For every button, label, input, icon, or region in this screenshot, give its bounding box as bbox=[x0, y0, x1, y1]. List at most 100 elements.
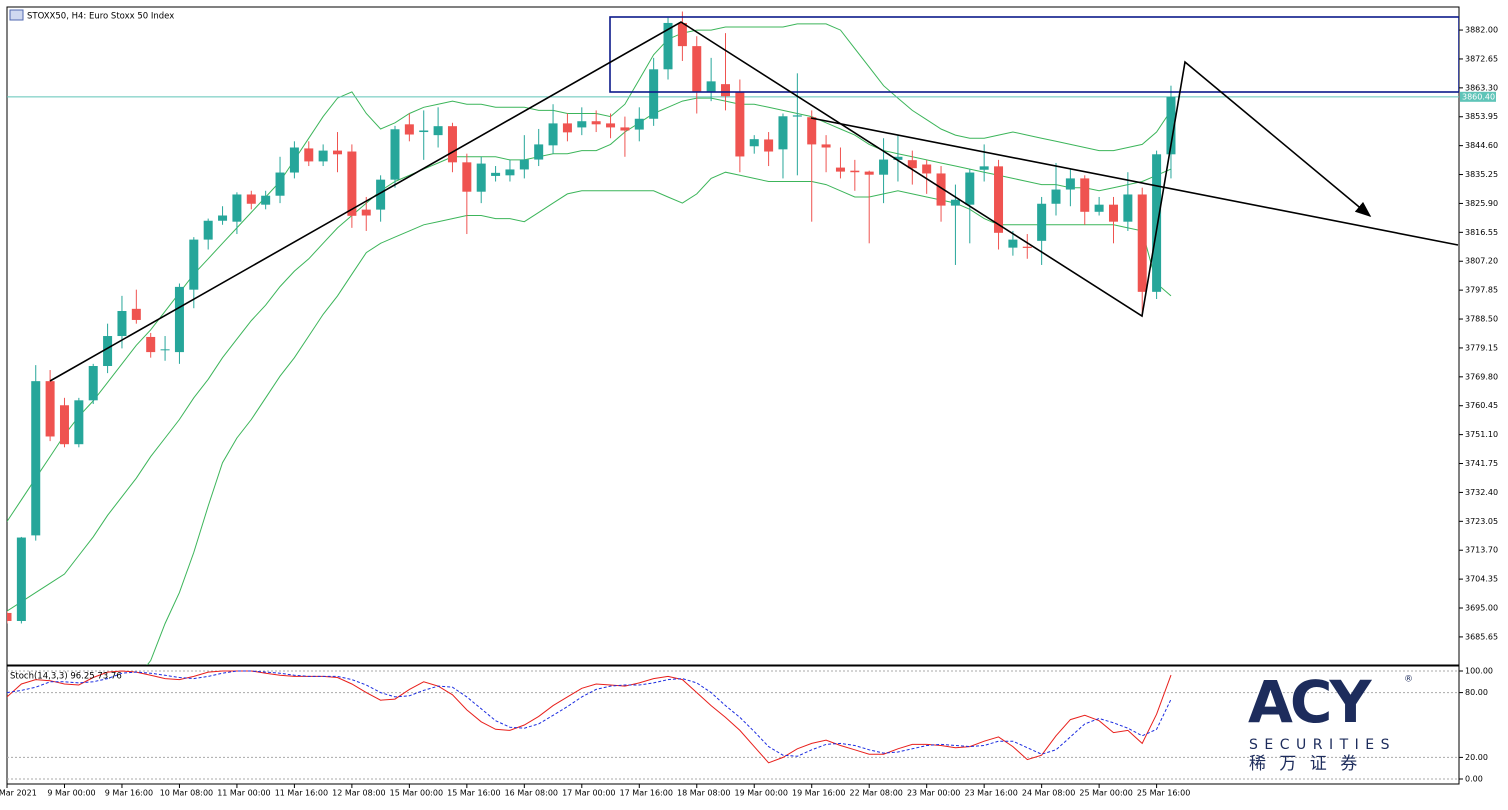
candle-body bbox=[649, 69, 659, 119]
candle-body bbox=[476, 163, 486, 192]
candle-body bbox=[577, 121, 587, 128]
candle-body bbox=[907, 160, 917, 169]
y-tick-label: 3713.70 bbox=[1465, 546, 1498, 555]
y-tick-label: 3825.90 bbox=[1465, 199, 1498, 208]
x-tick-label: 8 Mar 2021 bbox=[0, 789, 37, 798]
y-tick-label: 3797.85 bbox=[1465, 286, 1498, 295]
candle-body bbox=[174, 286, 184, 353]
candle-body bbox=[16, 537, 26, 621]
stoch-plot bbox=[7, 670, 1459, 780]
candle-body bbox=[390, 129, 400, 180]
candle-body bbox=[706, 81, 716, 93]
candle-body bbox=[749, 139, 759, 147]
candle-body bbox=[131, 308, 141, 320]
y-tick-label: 3685.65 bbox=[1465, 632, 1498, 641]
y-tick-label: 3732.40 bbox=[1465, 488, 1498, 497]
x-tick-label: 11 Mar 16:00 bbox=[275, 789, 328, 798]
candle-body bbox=[778, 116, 788, 150]
bollinger-band bbox=[7, 23, 1172, 522]
candle-body bbox=[232, 194, 242, 222]
x-tick-label: 23 Mar 00:00 bbox=[907, 789, 960, 798]
candle-body bbox=[936, 173, 946, 206]
candle-body bbox=[419, 130, 429, 133]
candle-body bbox=[950, 199, 960, 206]
candle-body bbox=[304, 148, 314, 162]
candle-body bbox=[1008, 239, 1018, 248]
candle-body bbox=[548, 123, 558, 146]
candle-body bbox=[203, 220, 213, 240]
y-tick-label: 3844.60 bbox=[1465, 141, 1498, 150]
candle-body bbox=[1152, 154, 1162, 292]
candle-body bbox=[218, 215, 228, 221]
x-tick-label: 10 Mar 08:00 bbox=[160, 789, 213, 798]
main-panel bbox=[6, 6, 1460, 666]
candle-body bbox=[562, 123, 572, 133]
candle-body bbox=[1123, 194, 1133, 222]
x-tick-label: 15 Mar 16:00 bbox=[447, 789, 500, 798]
y-tick-label: 3816.55 bbox=[1465, 228, 1498, 237]
bollinger-band bbox=[146, 171, 1172, 665]
candle-body bbox=[764, 139, 774, 152]
y-tick-label: 3760.45 bbox=[1465, 401, 1498, 410]
candle-body bbox=[189, 239, 199, 290]
x-tick-label: 12 Mar 08:00 bbox=[332, 789, 385, 798]
candle-body bbox=[433, 126, 443, 136]
x-tick-label: 9 Mar 00:00 bbox=[47, 789, 95, 798]
trend-line bbox=[810, 117, 1459, 246]
candle-body bbox=[146, 336, 156, 353]
stoch-panel bbox=[6, 665, 1460, 785]
x-tick-label: 18 Mar 08:00 bbox=[677, 789, 730, 798]
candle-body bbox=[1166, 96, 1176, 155]
candle-body bbox=[1080, 178, 1090, 212]
candle-body bbox=[462, 162, 472, 192]
candle-body bbox=[1137, 194, 1147, 292]
bollinger-band bbox=[7, 97, 1172, 612]
candle-body bbox=[519, 159, 529, 170]
logo-mark: ® bbox=[1404, 675, 1413, 685]
y-tick-label: 3704.35 bbox=[1465, 575, 1498, 584]
candle-body bbox=[117, 310, 127, 337]
x-tick-label: 16 Mar 08:00 bbox=[505, 789, 558, 798]
candle-body bbox=[289, 147, 299, 173]
candle-body bbox=[404, 124, 414, 135]
logo-brand: ACY bbox=[1248, 668, 1372, 736]
candle-body bbox=[447, 126, 457, 163]
y-tick-label: 3723.05 bbox=[1465, 517, 1498, 526]
candle-body bbox=[261, 195, 271, 205]
y-tick-label: 3695.00 bbox=[1465, 604, 1498, 613]
resistance-box bbox=[609, 16, 1459, 93]
x-tick-label: 25 Mar 00:00 bbox=[1079, 789, 1132, 798]
candle-body bbox=[347, 151, 357, 216]
candle-body bbox=[850, 170, 860, 173]
candle-body bbox=[864, 171, 874, 175]
candle-body bbox=[491, 172, 501, 176]
axes: 3882.00 3872.65 3863.30 3853.95 3844.60 3835.… bbox=[0, 26, 1498, 798]
candle-body bbox=[160, 349, 170, 351]
candle-body bbox=[333, 150, 343, 155]
logo-line2: 稀 万 证 券 bbox=[1249, 754, 1361, 774]
x-tick-label: 19 Mar 00:00 bbox=[735, 789, 788, 798]
candle-body bbox=[606, 123, 616, 128]
candle-body bbox=[634, 118, 644, 130]
candle-body bbox=[45, 381, 55, 437]
candle-body bbox=[246, 194, 256, 204]
candle-body bbox=[692, 46, 702, 93]
drawings bbox=[49, 16, 1459, 382]
candle-body bbox=[965, 172, 975, 205]
candle-body bbox=[922, 164, 932, 174]
candle-body bbox=[1065, 178, 1075, 190]
y-tick-label: 3751.10 bbox=[1465, 430, 1498, 439]
stoch-title: Stoch(14,3,3) 96.25 73.76 bbox=[10, 672, 122, 682]
x-tick-label: 22 Mar 08:00 bbox=[849, 789, 902, 798]
candle-body bbox=[275, 172, 285, 196]
candle-body bbox=[1094, 204, 1104, 212]
last-price-label: 3860.40 bbox=[1462, 92, 1495, 101]
x-tick-label: 25 Mar 16:00 bbox=[1137, 789, 1190, 798]
candle-body bbox=[1022, 246, 1032, 248]
candle-body bbox=[879, 159, 889, 175]
candle-body bbox=[807, 117, 817, 145]
y-tick-label: 80.00 bbox=[1465, 688, 1488, 697]
y-tick-label: 3769.80 bbox=[1465, 372, 1498, 381]
x-tick-label: 19 Mar 16:00 bbox=[792, 789, 845, 798]
